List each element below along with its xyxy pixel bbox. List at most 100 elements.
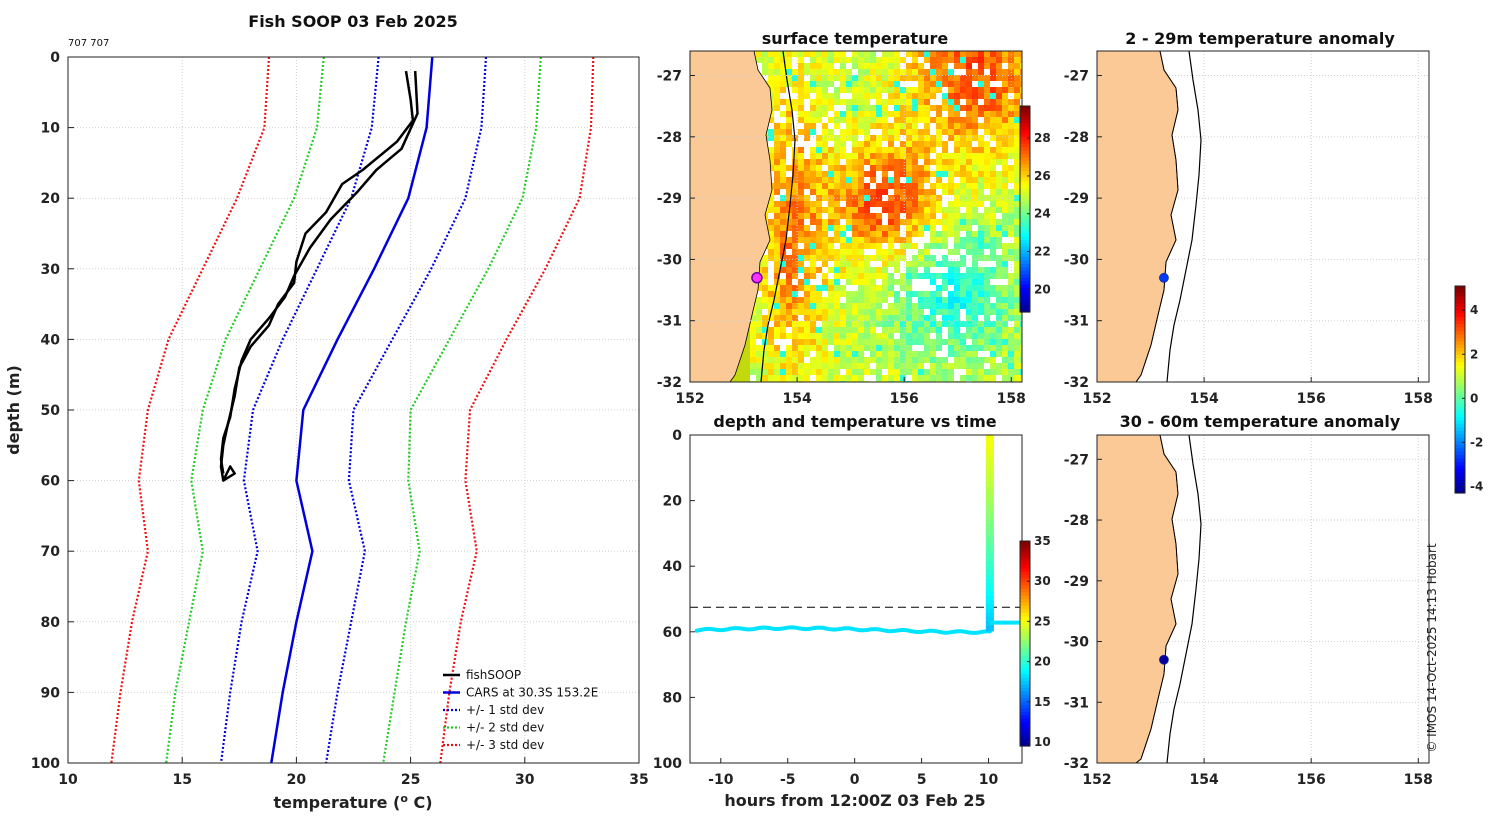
anomaly-shallow-axes-frame xyxy=(1096,50,1430,383)
sst-pixel xyxy=(774,165,780,171)
sst-pixel xyxy=(840,297,846,303)
anomaly-colorbar-swatch xyxy=(1455,375,1465,380)
sst-pixel xyxy=(894,201,900,207)
sst-pixel xyxy=(1002,225,1008,231)
anomaly-colorbar-swatch xyxy=(1455,368,1465,373)
sst-pixel xyxy=(1002,57,1008,63)
sst-pixel xyxy=(894,69,900,75)
sst-pixel xyxy=(906,351,912,357)
sst-pixel xyxy=(822,261,828,267)
sst-pixel xyxy=(894,87,900,93)
sst-pixel xyxy=(936,321,942,327)
map-ytick-label: -28 xyxy=(657,130,682,146)
sst-pixel xyxy=(948,189,954,195)
sst-pixel xyxy=(888,285,894,291)
sst-pixel xyxy=(1002,93,1008,99)
sst-pixel xyxy=(822,243,828,249)
sst-pixel xyxy=(774,315,780,321)
sst-pixel xyxy=(870,345,876,351)
sst-pixel xyxy=(942,255,948,261)
sst-pixel xyxy=(756,297,762,303)
anomaly-colorbar-swatch xyxy=(1455,341,1465,346)
sst-pixel xyxy=(990,243,996,249)
anomaly-deep-panel: 30 - 60m temperature anomaly 152 154 156 15… xyxy=(1064,412,1433,788)
sst-pixel xyxy=(852,75,858,81)
sst-pixel xyxy=(864,135,870,141)
sst-pixel xyxy=(948,327,954,333)
sst-pixel xyxy=(864,213,870,219)
map-ytick-label: -31 xyxy=(657,314,682,330)
sst-pixel xyxy=(888,261,894,267)
sst-pixel xyxy=(888,315,894,321)
sst-pixel xyxy=(888,117,894,123)
sst-pixel xyxy=(798,375,804,381)
sst-pixel xyxy=(762,357,768,363)
sst-pixel xyxy=(954,375,960,381)
depth-time-colorbar-swatch xyxy=(1020,585,1030,590)
sst-pixel xyxy=(840,327,846,333)
sst-pixel xyxy=(996,123,1002,129)
sst-pixel xyxy=(912,51,918,57)
sst-pixel xyxy=(894,237,900,243)
sst-pixel xyxy=(1014,357,1020,363)
sst-pixel xyxy=(948,297,954,303)
sst-pixel xyxy=(768,231,774,237)
anomaly-colorbar-swatch xyxy=(1455,323,1465,328)
sst-pixel xyxy=(804,351,810,357)
sst-pixel xyxy=(774,111,780,117)
sst-pixel xyxy=(816,363,822,369)
sst-pixel xyxy=(810,285,816,291)
depth-time-colorbar-swatch xyxy=(1020,691,1030,696)
sst-pixel xyxy=(780,285,786,291)
sst-pixel xyxy=(882,231,888,237)
sst-pixel xyxy=(966,279,972,285)
sst-pixel xyxy=(780,81,786,87)
sst-pixel xyxy=(792,357,798,363)
sst-pixel xyxy=(888,147,894,153)
anomaly-colorbar-swatch xyxy=(1455,361,1465,366)
sst-pixel xyxy=(894,207,900,213)
sst-pixel xyxy=(960,165,966,171)
sst-pixel xyxy=(786,285,792,291)
anomaly-colorbar-swatch xyxy=(1455,292,1465,297)
anomaly-colorbar-swatch xyxy=(1455,424,1465,429)
depth-time-colorbar-label: 10 xyxy=(1034,735,1051,749)
sst-pixel xyxy=(798,111,804,117)
sst-pixel xyxy=(972,351,978,357)
sst-pixel xyxy=(798,231,804,237)
sst-pixel xyxy=(936,69,942,75)
sst-pixel xyxy=(960,147,966,153)
sst-pixel xyxy=(852,69,858,75)
sst-pixel xyxy=(948,201,954,207)
sst-pixel xyxy=(882,213,888,219)
sst-pixel xyxy=(864,183,870,189)
sst-pixel xyxy=(864,339,870,345)
sst-colorbar-swatch xyxy=(1020,277,1030,282)
sst-pixel xyxy=(810,363,816,369)
sst-pixel xyxy=(912,105,918,111)
sst-pixel xyxy=(774,231,780,237)
sst-pixel xyxy=(888,123,894,129)
sst-pixel xyxy=(834,99,840,105)
sst-pixel xyxy=(852,141,858,147)
sst-pixel xyxy=(990,273,996,279)
sst-pixel xyxy=(876,261,882,267)
sst-pixel xyxy=(786,189,792,195)
sst-pixel xyxy=(858,153,864,159)
anomaly-colorbar-swatch xyxy=(1455,489,1465,494)
sst-pixel xyxy=(1014,327,1020,333)
sst-pixel xyxy=(798,351,804,357)
sst-pixel xyxy=(780,165,786,171)
sst-pixel xyxy=(780,339,786,345)
sst-pixel xyxy=(876,99,882,105)
sst-pixel xyxy=(876,183,882,189)
sst-colorbar-swatch xyxy=(1020,116,1030,121)
sst-pixel xyxy=(936,261,942,267)
profile-ytick-label: 90 xyxy=(41,685,61,701)
sst-pixel xyxy=(780,303,786,309)
sst-pixel xyxy=(864,333,870,339)
sst-pixel xyxy=(996,315,1002,321)
sst-pixel xyxy=(774,141,780,147)
sst-pixel xyxy=(816,81,822,87)
sst-pixel xyxy=(888,63,894,69)
